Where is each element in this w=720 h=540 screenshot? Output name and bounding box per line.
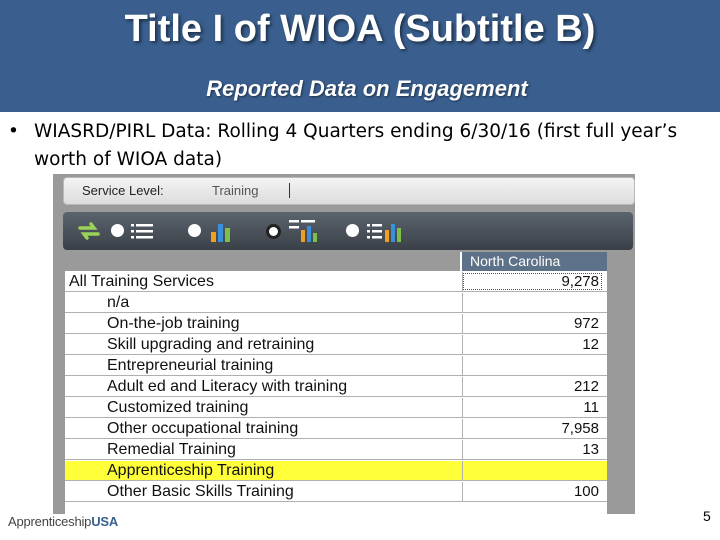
row-value xyxy=(462,461,603,480)
table-row[interactable]: Adult ed and Literacy with training 212 xyxy=(65,377,607,397)
table-row[interactable]: Other occupational training 7,958 xyxy=(65,419,607,439)
row-value: 100 xyxy=(462,482,603,501)
bar-chart-icon[interactable] xyxy=(209,218,235,244)
training-services-table: North Carolina All Training Services 9,27… xyxy=(65,252,607,514)
table-chart-icon[interactable] xyxy=(367,218,403,244)
logo-text: Apprenticeship xyxy=(8,514,92,529)
page-number: 5 xyxy=(703,508,711,524)
row-value xyxy=(462,293,603,312)
row-label: Skill upgrading and retraining xyxy=(107,336,315,353)
row-label: Customized training xyxy=(107,399,249,416)
row-value: 972 xyxy=(462,314,603,333)
row-value: 7,958 xyxy=(462,419,603,438)
radio-icon[interactable] xyxy=(111,224,124,237)
row-label: Adult ed and Literacy with training xyxy=(107,378,348,395)
row-value: 9,278 xyxy=(462,272,603,291)
row-label: Entrepreneurial training xyxy=(107,357,274,374)
row-value: 13 xyxy=(462,440,603,459)
row-value: 11 xyxy=(462,398,603,417)
text-caret xyxy=(289,183,290,198)
table-row[interactable]: Remedial Training 13 xyxy=(65,440,607,460)
service-level-selector[interactable]: Service Level: Training xyxy=(63,177,635,205)
column-header-north-carolina: North Carolina xyxy=(462,252,607,271)
list-icon[interactable] xyxy=(131,222,155,242)
row-value: 12 xyxy=(462,335,603,354)
radio-icon[interactable] xyxy=(346,224,359,237)
service-level-label: Service Level: xyxy=(82,183,164,198)
row-value xyxy=(462,356,603,375)
row-label: On-the-job training xyxy=(107,315,240,332)
table-row[interactable]: Skill upgrading and retraining 12 xyxy=(65,335,607,355)
table-row[interactable]: Customized training 11 xyxy=(65,398,607,418)
table-row[interactable]: Other Basic Skills Training 100 xyxy=(65,482,607,502)
bullet-point: • WIASRD/PIRL Data: Rolling 4 Quarters e… xyxy=(8,118,698,174)
embedded-report-screenshot: Service Level: Training xyxy=(53,174,635,514)
row-label: n/a xyxy=(107,294,130,311)
bullet-icon: • xyxy=(8,121,19,142)
table-row[interactable]: Apprenticeship Training xyxy=(65,461,607,481)
bullet-text: WIASRD/PIRL Data: Rolling 4 Quarters end… xyxy=(34,121,678,170)
radio-selected-icon[interactable] xyxy=(266,224,281,239)
row-label: Apprenticeship Training xyxy=(107,462,275,479)
radio-icon[interactable] xyxy=(188,224,201,237)
table-row[interactable]: n/a xyxy=(65,293,607,313)
header-spacer xyxy=(65,252,460,271)
refresh-icon[interactable] xyxy=(77,220,101,242)
logo-text-bold: USA xyxy=(91,514,119,529)
view-toolbar xyxy=(63,212,633,250)
service-level-value: Training xyxy=(212,183,259,198)
row-value: 212 xyxy=(462,377,603,396)
slide-title: Title I of WIOA (Subtitle B) xyxy=(124,8,596,50)
row-label: Other Basic Skills Training xyxy=(107,483,294,500)
row-label: All Training Services xyxy=(69,273,214,290)
row-label: Remedial Training xyxy=(107,441,236,458)
table-row[interactable]: Entrepreneurial training xyxy=(65,356,607,376)
table-row[interactable]: All Training Services 9,278 xyxy=(65,272,607,292)
row-label: Other occupational training xyxy=(107,420,299,437)
apprenticeship-usa-logo: ApprenticeshipUSA xyxy=(8,514,118,529)
bar-table-icon[interactable] xyxy=(289,218,319,244)
table-row[interactable]: On-the-job training 972 xyxy=(65,314,607,334)
slide-subtitle: Reported Data on Engagement xyxy=(206,76,528,101)
title-banner: Title I of WIOA (Subtitle B) Reported Da… xyxy=(0,0,720,112)
